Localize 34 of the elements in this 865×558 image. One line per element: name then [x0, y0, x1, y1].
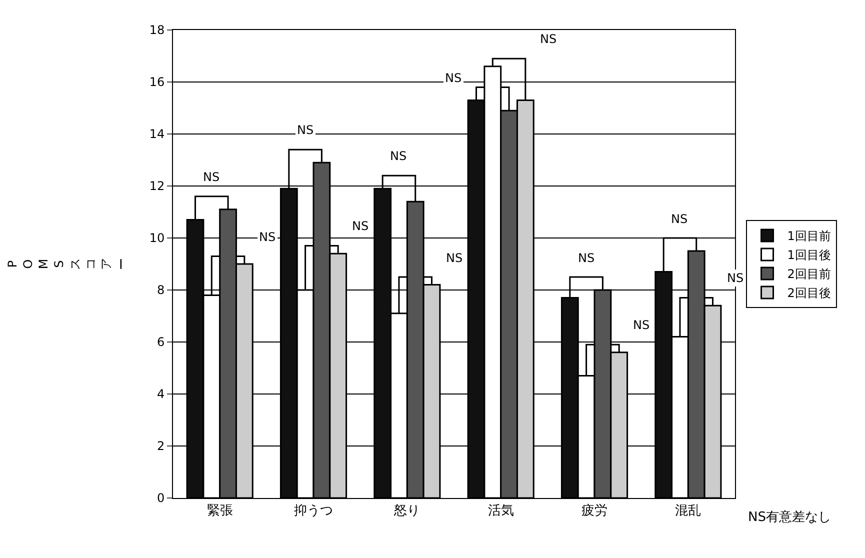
y-tick-label: 4 — [156, 387, 165, 402]
text: NS有意差なし — [748, 510, 831, 525]
legend-label: 1回目前 — [787, 229, 831, 244]
annotation: NS — [540, 32, 557, 46]
annotation: NS — [390, 149, 407, 163]
annotation: NS — [297, 123, 314, 137]
y-tick-label: 2 — [156, 439, 165, 454]
x-tick-label: 混乱 — [675, 504, 702, 519]
x-tick-label: 緊張 — [206, 504, 233, 519]
legend-label: 1回目後 — [787, 248, 831, 262]
x-tick-label: 怒り — [393, 504, 420, 519]
legend-label: 2回目前 — [787, 267, 831, 282]
x-tick-label: 抑うつ — [294, 504, 333, 519]
annotation: NS — [203, 170, 220, 184]
y-tick-label: 14 — [149, 127, 165, 142]
y-axis-title: POMSスコアー — [5, 258, 129, 270]
x-tick-label: 活気 — [488, 504, 514, 519]
annotation: NS — [446, 251, 463, 265]
y-tick-label: 16 — [149, 75, 165, 90]
y-tick-label: 18 — [149, 23, 165, 38]
annotation: NS — [259, 230, 276, 244]
y-tick-label: 10 — [149, 231, 165, 246]
annotation: NS — [352, 219, 369, 233]
annotation: NS — [727, 271, 744, 285]
annotation: NS — [445, 71, 462, 85]
y-tick-label: 12 — [149, 179, 165, 194]
legend-label: 2回目後 — [787, 286, 831, 300]
annotation: NS — [671, 212, 688, 226]
annotation: NS — [633, 318, 650, 332]
x-tick-label: 疲労 — [582, 504, 608, 519]
y-tick-label: 8 — [156, 283, 165, 298]
annotation: NS — [578, 251, 595, 265]
y-tick-label: 0 — [156, 491, 165, 506]
y-tick-label: 6 — [156, 335, 165, 350]
